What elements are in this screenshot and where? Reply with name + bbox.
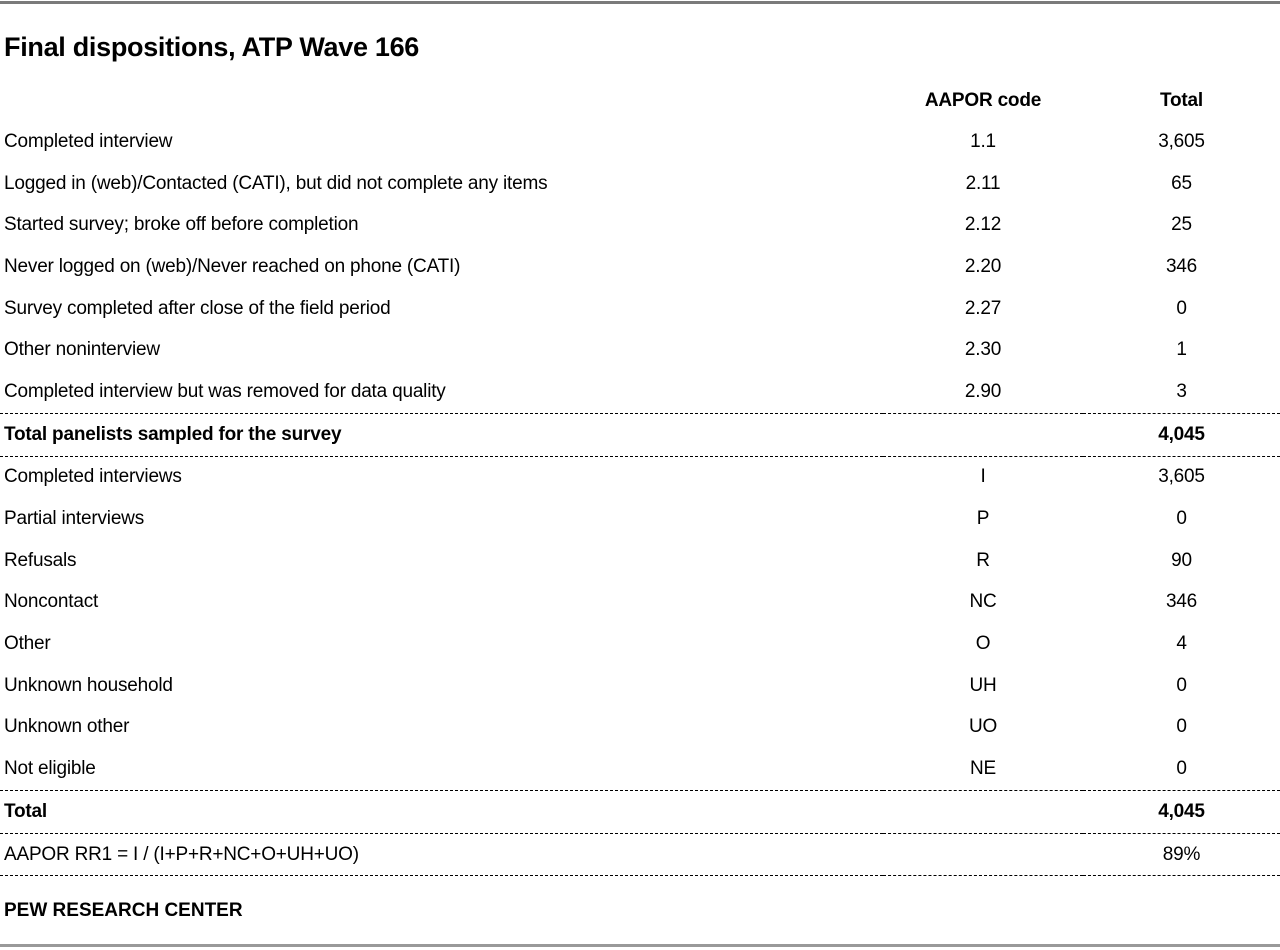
cell-total: 3 xyxy=(1176,380,1187,402)
cell-aapor-code: I xyxy=(980,466,986,488)
table-row: Noncontact NC 346 xyxy=(0,582,1280,624)
table-row: Refusals R 90 xyxy=(0,540,1280,582)
cell-total: 0 xyxy=(1176,758,1187,780)
col-header-aapor-code: AAPOR code xyxy=(924,90,1042,111)
top-rule xyxy=(0,1,1280,4)
figure-title: Final dispositions, ATP Wave 166 xyxy=(4,32,420,62)
row-label: Not eligible xyxy=(4,758,96,780)
row-label: Unknown household xyxy=(4,674,173,696)
table-row: Completed interview but was removed for … xyxy=(0,371,1280,413)
cell-aapor-code: 2.27 xyxy=(964,297,1002,319)
col-header-blank xyxy=(0,81,883,121)
row-label: Never logged on (web)/Never reached on p… xyxy=(4,255,461,277)
cell-aapor-code xyxy=(883,790,1083,834)
table-row: Unknown household UH 0 xyxy=(0,665,1280,707)
table-row: Unknown other UO 0 xyxy=(0,707,1280,749)
dispositions-table: AAPOR code Total Completed interview 1.1 3… xyxy=(0,81,1280,877)
table-header-row: AAPOR code Total xyxy=(0,81,1280,121)
cell-aapor-code: 2.90 xyxy=(964,380,1002,402)
cell-total: 65 xyxy=(1171,172,1192,194)
cell-total: 346 xyxy=(1165,591,1198,613)
row-label: Completed interviews xyxy=(4,466,182,488)
cell-aapor-code: O xyxy=(975,633,991,655)
cell-total: 346 xyxy=(1165,255,1198,277)
cell-total: 0 xyxy=(1176,508,1187,530)
table-row: Total panelists sampled for the survey 4,… xyxy=(0,412,1280,457)
cell-total: 0 xyxy=(1176,674,1187,696)
row-label: Refusals xyxy=(4,549,77,571)
table-row: Not eligible NE 0 xyxy=(0,748,1280,790)
cell-aapor-code: R xyxy=(976,549,990,571)
row-label: Noncontact xyxy=(4,591,99,613)
cell-total: 89% xyxy=(1083,833,1280,877)
row-label: Logged in (web)/Contacted (CATI), but di… xyxy=(4,172,548,194)
table-row: Total 4,045 xyxy=(0,790,1280,834)
cell-total: 0 xyxy=(1176,297,1187,319)
cell-aapor-code: 2.11 xyxy=(965,172,1001,194)
cell-total: 3,605 xyxy=(1158,130,1205,152)
cell-total: 1 xyxy=(1176,339,1187,361)
cell-total: 3,605 xyxy=(1158,466,1205,488)
cell-total: 90 xyxy=(1171,549,1192,571)
row-label: Total panelists sampled for the survey xyxy=(0,412,883,457)
table-row: Logged in (web)/Contacted (CATI), but di… xyxy=(0,163,1280,205)
cell-aapor-code: NE xyxy=(970,758,996,780)
cell-total: 4,045 xyxy=(1083,412,1280,457)
row-label: Total xyxy=(0,790,883,834)
table-row: Other noninterview 2.30 1 xyxy=(0,329,1280,371)
source-label: PEW RESEARCH CENTER xyxy=(4,900,243,922)
row-label: Started survey; broke off before complet… xyxy=(4,214,359,236)
cell-aapor-code: 1.1 xyxy=(970,130,996,152)
cell-aapor-code: UO xyxy=(968,716,998,738)
row-label: Other xyxy=(4,633,51,655)
row-label: Unknown other xyxy=(4,716,130,738)
table-row: Partial interviews P 0 xyxy=(0,498,1280,540)
table-row: AAPOR RR1 = I / (I+P+R+NC+O+UH+UO) 89% xyxy=(0,833,1280,877)
row-label: Completed interview but was removed for … xyxy=(4,380,446,402)
table-row: Other O 4 xyxy=(0,623,1280,665)
row-label: AAPOR RR1 = I / (I+P+R+NC+O+UH+UO) xyxy=(0,833,883,877)
cell-aapor-code: P xyxy=(976,508,990,530)
table-row: Survey completed after close of the fiel… xyxy=(0,288,1280,330)
cell-total: 0 xyxy=(1176,716,1187,738)
row-label: Partial interviews xyxy=(4,508,145,530)
cell-aapor-code: UH xyxy=(969,674,997,696)
cell-total: 25 xyxy=(1171,214,1192,236)
table-row: Started survey; broke off before complet… xyxy=(0,204,1280,246)
table-row: Completed interviews I 3,605 xyxy=(0,456,1280,498)
cell-aapor-code xyxy=(883,412,1083,457)
row-label: Completed interview xyxy=(4,130,173,152)
cell-aapor-code: 2.12 xyxy=(964,214,1002,236)
cell-total: 4 xyxy=(1176,633,1187,655)
bottom-rule xyxy=(0,944,1280,947)
cell-aapor-code: NC xyxy=(969,591,997,613)
table-row: Completed interview 1.1 3,605 xyxy=(0,121,1280,163)
cell-aapor-code: 2.20 xyxy=(964,255,1002,277)
row-label: Other noninterview xyxy=(4,339,160,361)
cell-aapor-code: 2.30 xyxy=(964,339,1002,361)
table-row: Never logged on (web)/Never reached on p… xyxy=(0,246,1280,288)
row-label: Survey completed after close of the fiel… xyxy=(4,297,391,319)
cell-total: 4,045 xyxy=(1083,790,1280,834)
table-body: Completed interview 1.1 3,605 Logged in (we… xyxy=(0,121,1280,877)
cell-aapor-code xyxy=(883,833,1083,877)
col-header-total: Total xyxy=(1160,90,1203,111)
